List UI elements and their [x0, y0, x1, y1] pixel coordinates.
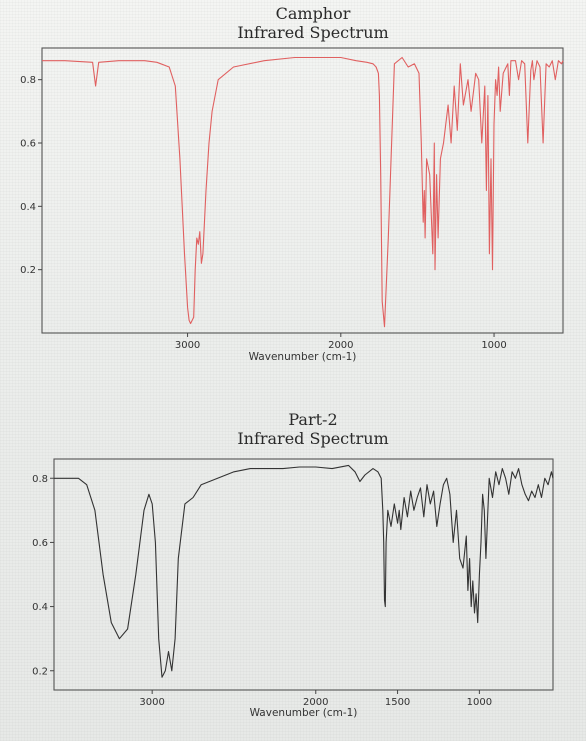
chart1-ytick-label: 0.6: [20, 139, 36, 150]
chart2-ytick-label: 0.4: [32, 602, 48, 613]
chart1-plot-area: [41, 47, 564, 334]
chart1-xaxis-label: Wavenumber (cm-1): [249, 351, 357, 363]
chart1-title: Camphor: [275, 4, 351, 23]
chart2-title: Part-2: [288, 410, 338, 429]
chart2-xaxis-label: Wavenumber (cm-1): [250, 707, 358, 719]
chart1-ytick-label: 0.2: [20, 265, 36, 276]
chart1-spectrum-line: [42, 56, 564, 328]
chart2-subtitle: Infrared Spectrum: [237, 429, 389, 448]
chart1-ytick-label: 0.4: [20, 202, 36, 213]
chart1-ytick-label: 0.8: [20, 75, 36, 86]
chart2-xtick-label: 3000: [139, 697, 164, 708]
chart1-xtick-label: 3000: [175, 340, 200, 351]
chart2-xtick-label: 2000: [303, 697, 328, 708]
chart2-ytick-label: 0.8: [32, 474, 48, 485]
chart2-xtick-label: 1500: [385, 697, 410, 708]
chart2-title-block: Part-2 Infrared Spectrum: [20, 410, 586, 448]
chart2-xtick-label: 1000: [467, 697, 492, 708]
chart2-ytick-label: 0.2: [32, 666, 48, 677]
chart1-subtitle: Infrared Spectrum: [237, 23, 389, 42]
chart1-xtick-label: 2000: [328, 340, 353, 351]
chart2-plot-area: [53, 458, 554, 691]
chart1-title-block: Camphor Infrared Spectrum: [20, 4, 586, 42]
chart2-ytick-label: 0.6: [32, 538, 48, 549]
chart2-spectrum-line: [54, 464, 554, 678]
chart1-xtick-label: 1000: [481, 340, 506, 351]
